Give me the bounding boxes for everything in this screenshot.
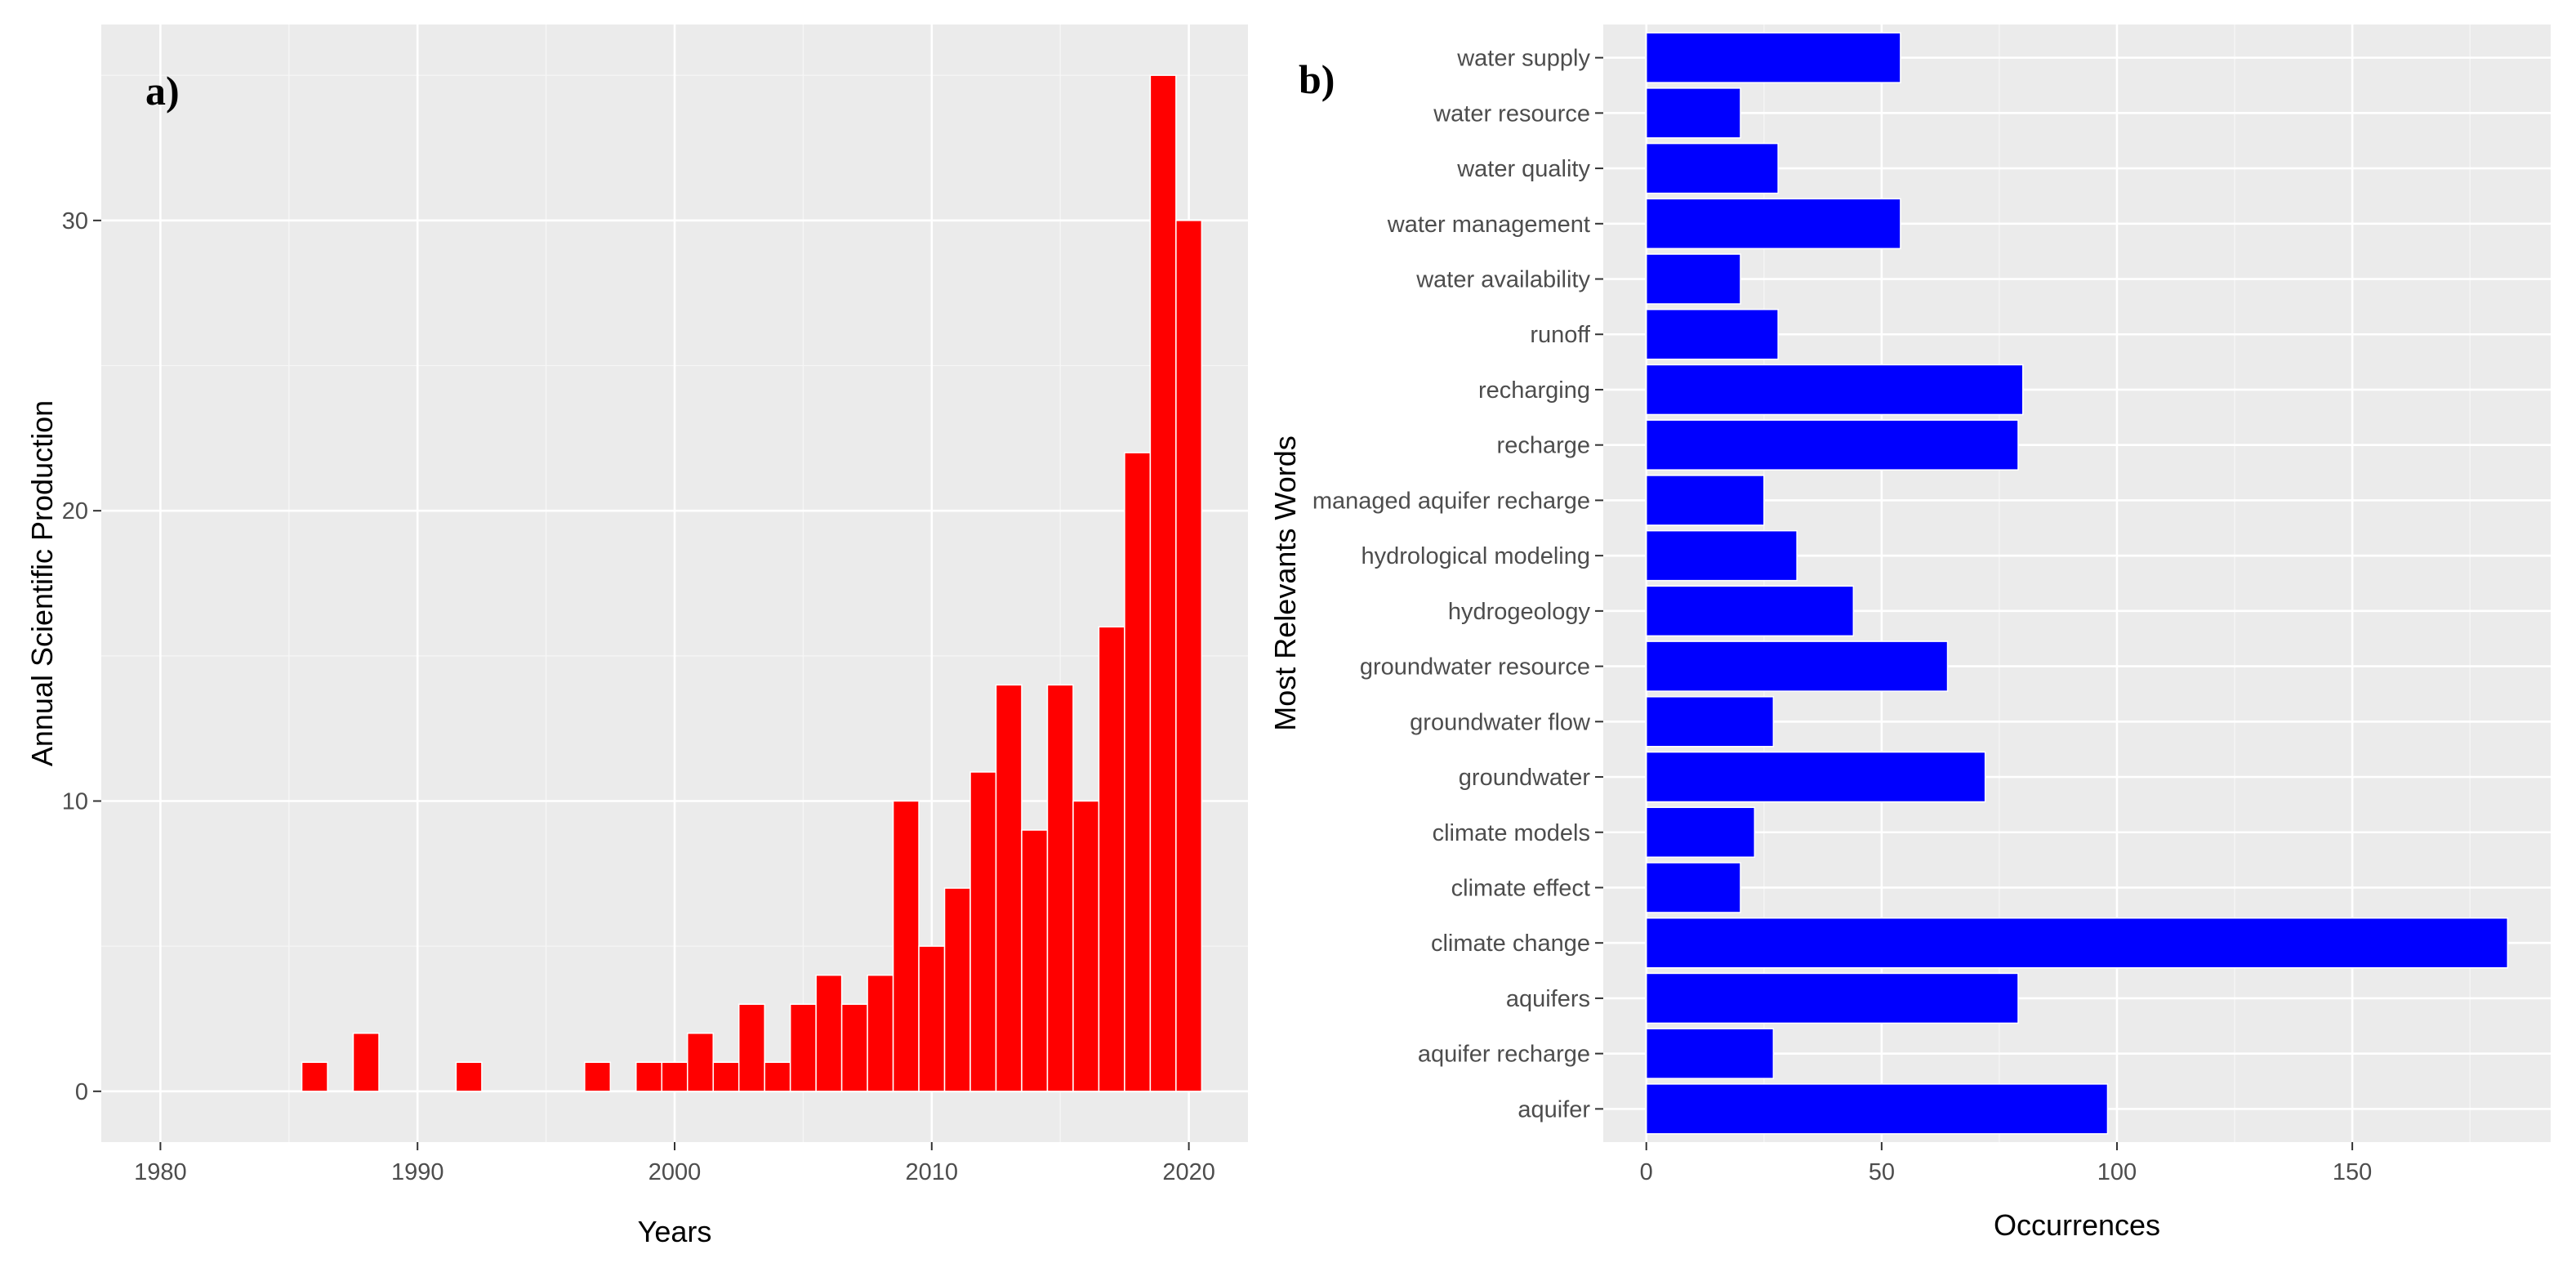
chart-a-x-tick-label: 2010	[906, 1159, 959, 1185]
chart-b-category-label: water management	[1387, 212, 1590, 238]
chart-b-category-label: climate models	[1433, 820, 1590, 846]
chart-b-category-label: groundwater	[1459, 765, 1591, 791]
chart-b-bar	[1645, 972, 2019, 1024]
chart-a-bar	[764, 1061, 791, 1092]
chart-b-x-axis-title: Occurrences	[1994, 1208, 2160, 1242]
chart-a-bars	[301, 74, 1203, 1092]
chart-b-bar	[1645, 696, 1775, 748]
chart-a-bar	[815, 974, 843, 1092]
chart-a-bar	[840, 1003, 868, 1092]
chart-a-bar	[1021, 829, 1049, 1092]
chart-b-bar	[1645, 364, 2024, 416]
chart-a-bar	[352, 1033, 380, 1092]
chart-a-x-tick-label: 1990	[391, 1159, 444, 1185]
chart-b-bar	[1645, 529, 1798, 582]
chart-b-x-tick-label: 100	[2097, 1159, 2137, 1185]
chart-b-category-label: recharge	[1497, 433, 1590, 459]
chart-a-bar	[661, 1061, 689, 1092]
chart-a-y-tick-label: 20	[62, 498, 88, 524]
chart-b-x-tick-label: 150	[2333, 1159, 2372, 1185]
chart-a-bar	[1124, 452, 1152, 1092]
chart-b-bar	[1645, 640, 1949, 692]
chart-a-bar	[738, 1003, 765, 1092]
chart-b-bar	[1645, 751, 1986, 803]
chart-b-category-label: climate change	[1431, 931, 1590, 957]
chart-a-bar	[1175, 220, 1203, 1092]
chart-b-x-tick-label: 50	[1869, 1159, 1895, 1185]
chart-b-bar	[1645, 862, 1741, 913]
chart-b-x-tick-label: 0	[1640, 1159, 1653, 1185]
chart-a-x-axis-title: Years	[638, 1215, 712, 1248]
chart-a-x-tick-label: 1980	[134, 1159, 187, 1185]
chart-b-bar	[1645, 253, 1741, 305]
chart-b-bar	[1645, 806, 1756, 858]
chart-a-bar	[686, 1033, 714, 1092]
chart-b-category-label: groundwater resource	[1360, 654, 1590, 681]
chart-b-category-label: climate effect	[1451, 875, 1590, 901]
chart-a-annual-production: 1980 1990 2000 2010 2020 0 10 20 30 a) Years Ann…	[25, 25, 1248, 1248]
chart-b-category-label: runoff	[1530, 322, 1591, 348]
chart-a-bar	[892, 800, 920, 1092]
chart-b-bar	[1645, 32, 1901, 83]
chart-b-bar	[1645, 419, 2019, 471]
chart-b-bar	[1645, 917, 2509, 969]
chart-a-bar	[301, 1061, 328, 1092]
chart-b-ticks: 0 50 100 150 aquifer aquifer recharge aquifers…	[1313, 46, 2372, 1185]
chart-b-bar	[1645, 585, 1855, 637]
chart-a-panel-label: a)	[145, 68, 180, 114]
chart-b-category-label: managed aquifer recharge	[1313, 488, 1590, 514]
chart-a-ticks: 1980 1990 2000 2010 2020 0 10 20 30	[62, 208, 1215, 1185]
chart-a-bar	[943, 887, 971, 1092]
chart-b-bars	[1645, 32, 2509, 1135]
chart-a-bar	[789, 1003, 817, 1092]
chart-a-bar	[1098, 626, 1125, 1092]
chart-b-bar	[1645, 475, 1765, 526]
chart-a-x-tick-label: 2020	[1162, 1159, 1215, 1185]
chart-b-bar	[1645, 87, 1741, 139]
chart-a-x-tick-label: 2000	[648, 1159, 702, 1185]
chart-b-y-axis-title: Most Relevants Words	[1268, 435, 1302, 730]
chart-b-category-label: hydrological modeling	[1362, 543, 1591, 569]
chart-b-category-label: recharging	[1478, 377, 1590, 404]
chart-a-bar	[455, 1061, 483, 1092]
chart-b-bar	[1645, 198, 1901, 250]
chart-a-bar	[635, 1061, 663, 1092]
chart-b-category-label: groundwater flow	[1410, 709, 1591, 735]
chart-a-y-tick-label: 10	[62, 788, 88, 815]
chart-a-bar	[969, 771, 997, 1092]
chart-a-bar	[584, 1061, 612, 1092]
chart-a-y-tick-label: 0	[75, 1079, 88, 1105]
chart-b-panel-label: b)	[1299, 56, 1335, 102]
chart-a-bar	[1149, 74, 1177, 1092]
chart-b-relevant-words: 0 50 100 150 aquifer aquifer recharge aquifers…	[1268, 25, 2551, 1242]
chart-a-bar	[995, 684, 1023, 1092]
chart-b-category-label: hydrogeology	[1448, 599, 1591, 625]
chart-a-bar	[918, 945, 946, 1092]
chart-b-category-label: water supply	[1456, 46, 1590, 72]
chart-a-y-axis-title: Annual Scientific Production	[25, 400, 59, 766]
chart-b-bar	[1645, 1083, 2109, 1135]
chart-b-bar	[1645, 142, 1779, 194]
chart-a-bar	[712, 1061, 740, 1092]
chart-b-category-label: water availability	[1415, 267, 1590, 293]
chart-b-bar	[1645, 309, 1779, 360]
chart-b-category-label: water resource	[1433, 100, 1590, 127]
chart-b-bar	[1645, 1028, 1775, 1079]
chart-b-category-label: aquifers	[1506, 986, 1590, 1012]
chart-a-bar	[867, 974, 894, 1092]
chart-a-bar	[1046, 684, 1074, 1092]
chart-a-bar	[1072, 800, 1100, 1092]
chart-b-category-label: aquifer recharge	[1418, 1042, 1590, 1068]
chart-b-category-label: aquifer	[1518, 1096, 1590, 1122]
chart-b-category-label: water quality	[1456, 156, 1590, 182]
chart-a-y-tick-label: 30	[62, 208, 88, 234]
